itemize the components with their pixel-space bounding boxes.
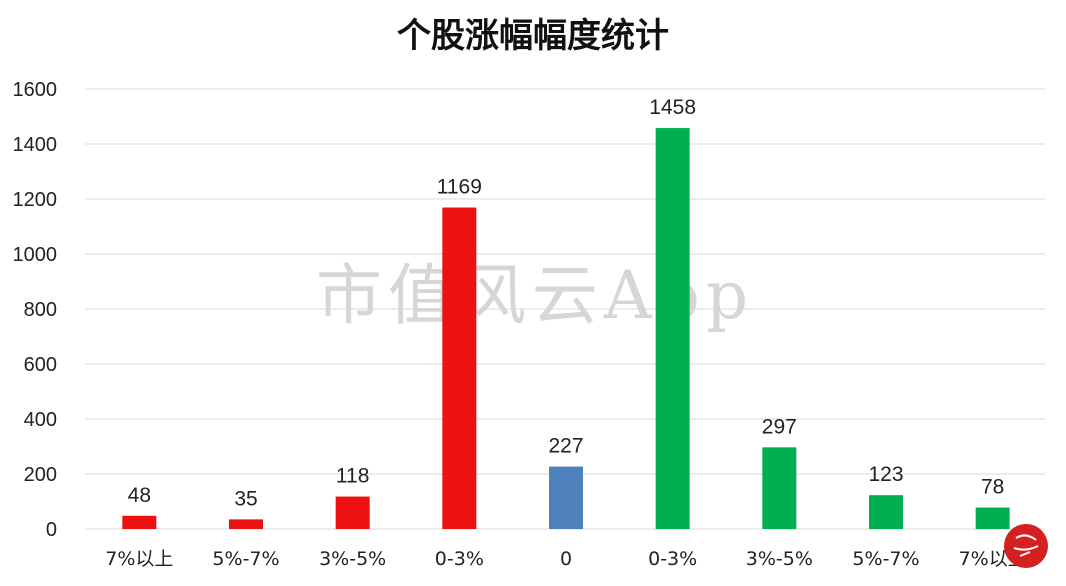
y-tick-label: 200 bbox=[24, 464, 57, 486]
x-tick-label: 0 bbox=[560, 548, 572, 570]
bar bbox=[122, 515, 157, 529]
data-label: 227 bbox=[548, 435, 583, 458]
y-axis-ticks: 0 200 400 600 800 1000 1200 1400 1600 bbox=[13, 79, 58, 541]
x-tick-label: 3%-5% bbox=[319, 548, 386, 570]
data-label: 118 bbox=[336, 465, 369, 488]
y-tick-label: 1200 bbox=[13, 189, 58, 211]
x-tick-label: 7%以上 bbox=[105, 548, 173, 570]
data-label: 78 bbox=[981, 476, 1004, 499]
bar bbox=[655, 128, 690, 530]
y-tick-label: 600 bbox=[24, 354, 57, 376]
y-tick-label: 1600 bbox=[13, 79, 58, 101]
data-label: 1169 bbox=[437, 176, 482, 199]
bar bbox=[549, 466, 583, 529]
x-tick-label: 0-3% bbox=[648, 548, 697, 570]
bar bbox=[442, 207, 477, 529]
x-tick-label: 5%-7% bbox=[212, 548, 279, 570]
data-label: 48 bbox=[128, 484, 151, 507]
x-axis-ticks: 7%以上 5%-7% 3%-5% 0-3% 0 0-3% 3%-5% 5%-7% 7%以上 bbox=[105, 548, 1026, 570]
x-tick-label: 5%-7% bbox=[852, 548, 919, 570]
y-tick-label: 400 bbox=[24, 409, 57, 431]
y-tick-label: 800 bbox=[24, 299, 57, 321]
data-labels: 48 35 118 1169 227 1458 297 123 78 bbox=[128, 96, 1005, 510]
x-tick-label: 3%-5% bbox=[746, 548, 813, 570]
bar bbox=[229, 519, 263, 529]
bar bbox=[975, 507, 1010, 529]
data-label: 297 bbox=[762, 415, 797, 438]
y-tick-label: 0 bbox=[46, 519, 57, 541]
x-tick-label: 0-3% bbox=[435, 548, 484, 570]
bars bbox=[122, 128, 1010, 530]
chart-title: 个股涨幅幅度统计 bbox=[397, 16, 669, 56]
bar bbox=[335, 496, 370, 529]
y-tick-label: 1400 bbox=[13, 134, 58, 156]
data-label: 35 bbox=[234, 487, 257, 510]
bar bbox=[762, 447, 797, 529]
data-label: 1458 bbox=[649, 96, 696, 119]
seal-stamp-icon bbox=[1004, 524, 1048, 568]
bar bbox=[869, 495, 903, 529]
data-label: 123 bbox=[868, 463, 903, 486]
gridlines bbox=[85, 88, 1045, 530]
y-tick-label: 1000 bbox=[13, 244, 58, 266]
